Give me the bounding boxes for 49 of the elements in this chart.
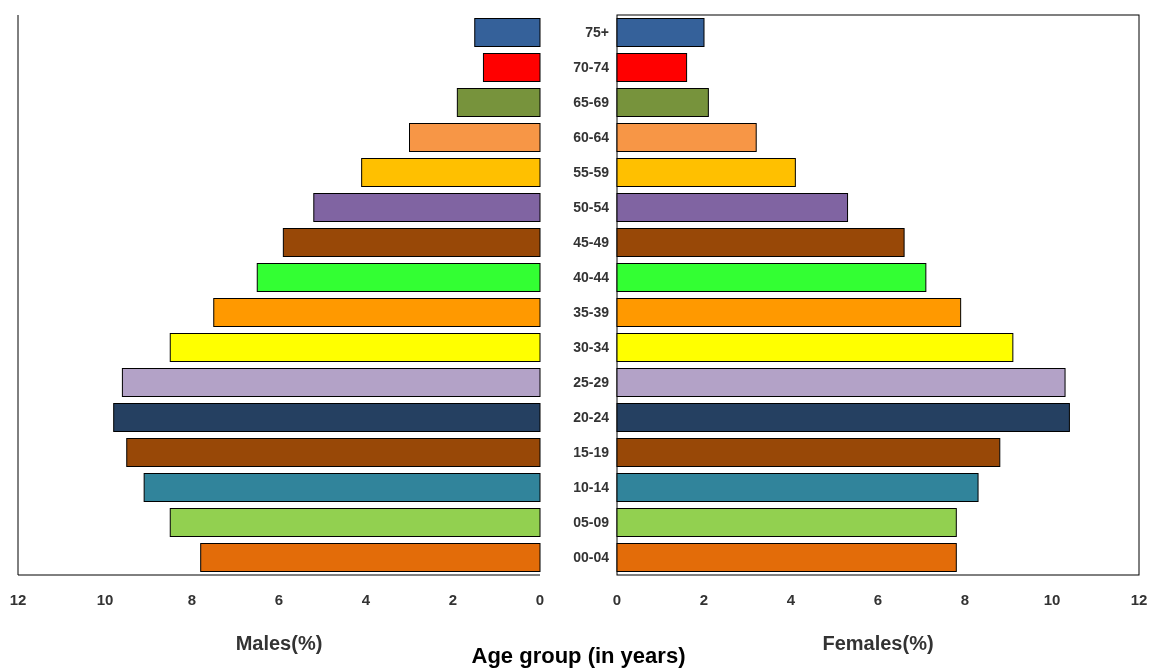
bar — [213, 298, 541, 327]
y-tick-label: 25-29 — [573, 374, 610, 391]
x-tick-label: 10 — [96, 591, 114, 608]
y-tick-label: 70-74 — [573, 59, 610, 76]
bar — [282, 228, 541, 257]
bar — [361, 158, 541, 187]
bar — [313, 193, 541, 222]
text: Age group (in years) — [471, 643, 686, 668]
bar — [143, 473, 541, 502]
y-tick-label: 40-44 — [573, 269, 610, 286]
bar — [169, 333, 541, 362]
x-tick-label: 2 — [699, 591, 709, 608]
bar — [456, 88, 541, 117]
x-axis-title: Males(%) — [235, 632, 323, 654]
y-tick-label: 35-39 — [573, 304, 610, 321]
bar — [256, 263, 541, 292]
x-tick-label: 0 — [535, 591, 545, 608]
x-axis-title: Females(%) — [822, 632, 934, 654]
x-tick-label: 12 — [1130, 591, 1148, 608]
bar — [169, 508, 541, 537]
bar — [113, 403, 541, 432]
x-tick-label: 4 — [361, 591, 371, 608]
y-tick-label: 60-64 — [573, 129, 610, 146]
x-tick-label: 10 — [1043, 591, 1061, 608]
bar — [121, 368, 541, 397]
x-tick-label: 12 — [9, 591, 27, 608]
y-tick-label: 00-04 — [573, 549, 610, 566]
y-tick-label: 30-34 — [573, 339, 610, 356]
x-tick-label: 0 — [612, 591, 622, 608]
bar — [482, 53, 541, 82]
x-tick-label: 4 — [786, 591, 796, 608]
bar — [126, 438, 541, 467]
x-tick-label: 2 — [448, 591, 458, 608]
y-tick-label: 15-19 — [573, 444, 610, 461]
x-tick-label: 6 — [873, 591, 883, 608]
y-tick-label: 65-69 — [573, 94, 610, 111]
y-tick-label: 20-24 — [573, 409, 610, 426]
y-tick-label: 05-09 — [573, 514, 610, 531]
x-tick-label: 8 — [187, 591, 197, 608]
y-tick-label: 75+ — [585, 24, 609, 41]
y-tick-label: 55-59 — [573, 164, 610, 181]
y-tick-label: 50-54 — [573, 199, 610, 216]
bar — [474, 18, 541, 47]
x-tick-label: 8 — [960, 591, 970, 608]
bar — [200, 543, 541, 572]
y-tick-label: 10-14 — [573, 479, 610, 496]
bar — [409, 123, 541, 152]
y-tick-label: 45-49 — [573, 234, 610, 251]
x-tick-label: 6 — [274, 591, 284, 608]
